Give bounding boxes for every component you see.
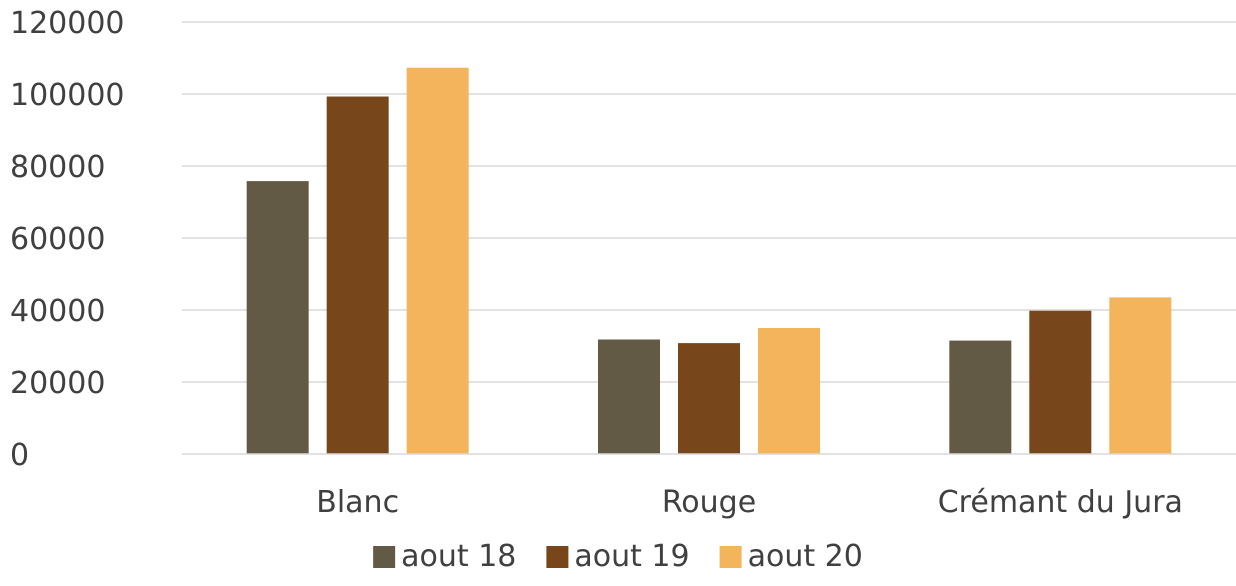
legend-swatch — [373, 546, 396, 568]
bar-rouge-aout-19 — [678, 343, 740, 454]
bars — [246, 67, 1172, 455]
y-tick-label: 80000 — [10, 150, 105, 185]
bar-rouge-aout-20 — [758, 328, 820, 454]
legend-label: aout 18 — [401, 539, 516, 574]
legend-swatch — [546, 546, 569, 568]
legend-label: aout 20 — [748, 539, 863, 574]
x-category-label: Blanc — [316, 485, 399, 520]
legend-swatch — [719, 546, 742, 568]
y-tick-label: 100000 — [10, 78, 125, 113]
bar-blanc-aout-20 — [406, 67, 469, 454]
bar-cr-mant-du-jura-aout-18 — [949, 340, 1012, 454]
bar-cr-mant-du-jura-aout-20 — [1109, 297, 1172, 454]
y-tick-label: 0 — [10, 438, 29, 473]
y-axis-tick-labels: 0 20000 40000 60000 80000 100000 120000 — [10, 6, 125, 473]
y-tick-label: 60000 — [10, 222, 105, 257]
x-axis-category-labels: Blanc Rouge Crémant du Jura — [316, 485, 1183, 520]
y-tick-label: 120000 — [10, 6, 125, 41]
bar-rouge-aout-18 — [598, 339, 660, 454]
x-category-label: Crémant du Jura — [938, 485, 1183, 520]
bar-cr-mant-du-jura-aout-19 — [1029, 310, 1092, 454]
legend-label: aout 19 — [574, 539, 689, 574]
y-tick-label: 40000 — [10, 294, 105, 329]
y-tick-label: 20000 — [10, 366, 105, 401]
bar-blanc-aout-19 — [326, 96, 389, 455]
legend: aout 18 aout 19 aout 20 — [373, 539, 863, 574]
x-category-label: Rouge — [662, 485, 756, 520]
bar-blanc-aout-18 — [246, 181, 309, 454]
